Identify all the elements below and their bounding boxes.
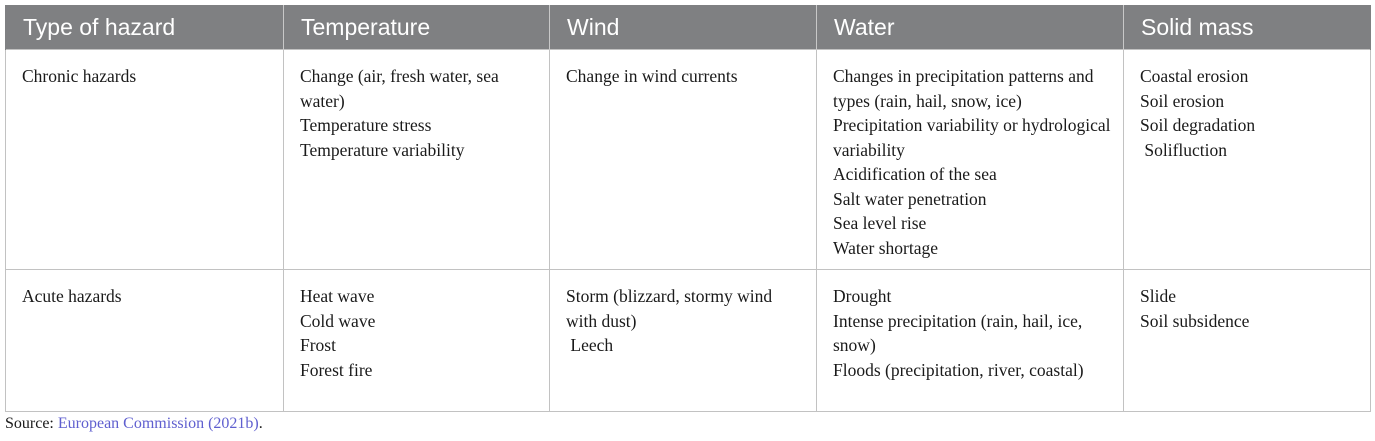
header-solid-mass: Solid mass [1123, 5, 1371, 50]
table-row-acute: Acute hazards Heat wave Cold wave Frost … [5, 269, 1371, 412]
table-row-chronic: Chronic hazards Change (air, fresh water… [5, 49, 1371, 270]
cell-line: Soil degradation [1140, 115, 1256, 135]
source-note: Source: European Commission (2021b). [5, 415, 263, 433]
cell-line: Temperature variability [300, 139, 465, 160]
cell-line: Acidification of the sea [833, 164, 997, 184]
cell-line: Storm (blizzard, stormy wind with dust) [566, 286, 777, 331]
cell-line: Heat wave [300, 286, 375, 306]
cell-water: Changes in precipitation patterns and ty… [816, 49, 1124, 270]
cell-temperature: Change (air, fresh water, sea water) Tem… [283, 49, 550, 270]
cell-line: Intense precipitation (rain, hail, ice, … [833, 310, 1087, 356]
cell-line: Drought [833, 286, 892, 306]
cell-line: Sea level rise [833, 213, 927, 233]
header-temperature: Temperature [283, 5, 550, 50]
cell-line: Frost [300, 335, 336, 355]
source-link[interactable]: European Commission (2021b) [57, 415, 259, 432]
cell-line: Change (air, fresh water, sea water) [300, 66, 504, 111]
header-wind: Wind [549, 5, 817, 50]
cell-line: Coastal erosion [1140, 66, 1249, 86]
cell-line: Water shortage [833, 237, 938, 258]
hazard-table-container: Type of hazard Temperature Wind Water So… [5, 5, 1371, 412]
cell-line: Acute hazards [22, 286, 122, 306]
hazard-table: Type of hazard Temperature Wind Water So… [5, 5, 1371, 412]
cell-line: Chronic hazards [22, 66, 137, 86]
cell-line: Forest fire [300, 359, 373, 380]
cell-line: Solifluction [1140, 139, 1228, 160]
header-water: Water [816, 5, 1124, 50]
cell-line: Soil subsidence [1140, 310, 1250, 331]
cell-line: Cold wave [300, 310, 376, 331]
cell-line: Soil erosion [1140, 90, 1225, 111]
cell-line: Temperature stress [300, 115, 432, 135]
cell-line: Leech [566, 335, 614, 355]
source-suffix: . [258, 415, 263, 432]
cell-temperature: Heat wave Cold wave Frost Forest fire [283, 269, 550, 412]
cell-line: Floods (precipitation, river, coastal) [833, 359, 1084, 380]
cell-solid-mass: Coastal erosion Soil erosion Soil degrad… [1123, 49, 1371, 270]
cell-line: Precipitation variability or hydrologica… [833, 115, 1115, 160]
cell-line: Change in wind currents [566, 66, 738, 86]
cell-line: Slide [1140, 286, 1176, 306]
table-header-row: Type of hazard Temperature Wind Water So… [5, 5, 1371, 50]
cell-line: Changes in precipitation patterns and ty… [833, 66, 1098, 111]
cell-line: Salt water penetration [833, 188, 987, 209]
cell-type: Acute hazards [5, 269, 284, 412]
cell-wind: Change in wind currents [549, 49, 817, 270]
source-label: Source: [5, 415, 58, 432]
header-type-of-hazard: Type of hazard [5, 5, 284, 50]
cell-solid-mass: Slide Soil subsidence [1123, 269, 1371, 412]
cell-wind: Storm (blizzard, stormy wind with dust) … [549, 269, 817, 412]
cell-type: Chronic hazards [5, 49, 284, 270]
cell-water: Drought Intense precipitation (rain, hai… [816, 269, 1124, 412]
